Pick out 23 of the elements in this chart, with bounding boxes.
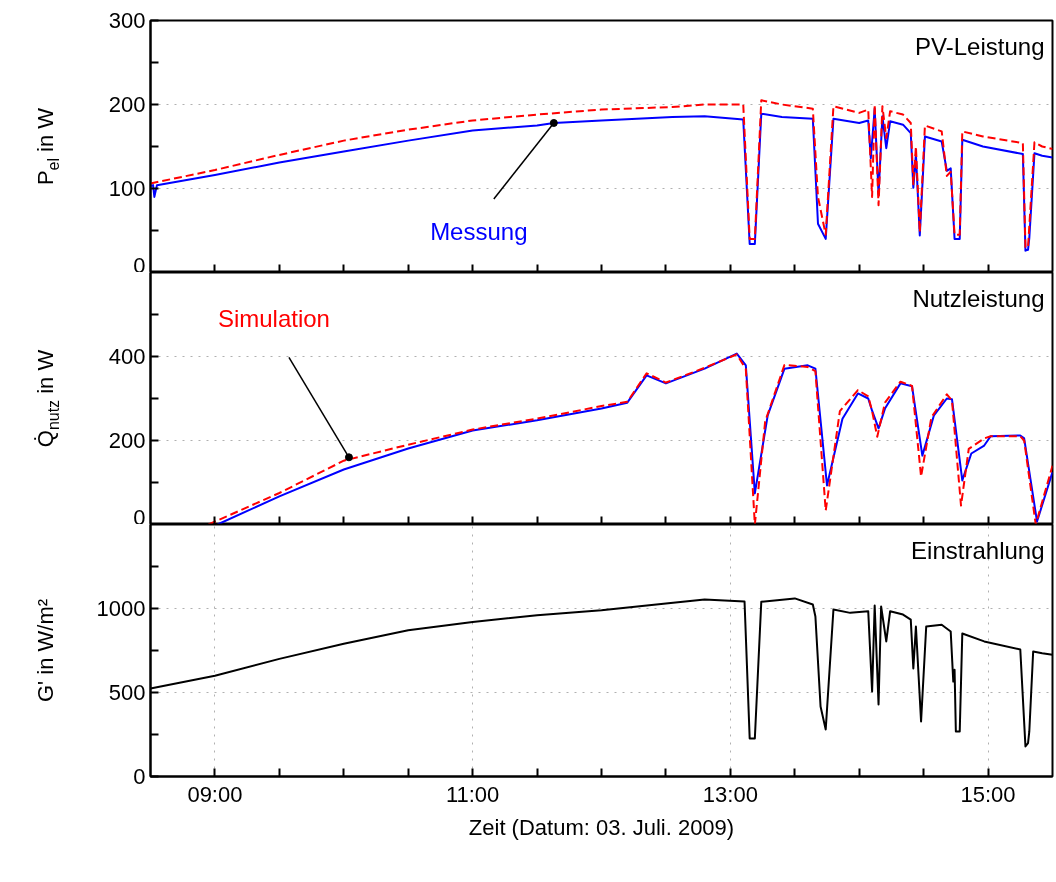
y-axis-title: Q̇nutz in W [32, 349, 62, 448]
y-tick-label: 200 [108, 428, 146, 453]
annotation: Nutzleistung [912, 284, 1045, 312]
y-tick-label: 100 [108, 176, 146, 201]
y-axis-title: G' in W/m² [32, 598, 58, 703]
annotation: Einstrahlung [911, 536, 1045, 564]
y-tick-label: 0 [133, 504, 146, 530]
y-tick-label: 500 [108, 680, 146, 705]
x-tick-label: 11:00 [445, 781, 500, 807]
y-axis-title: Pel in W [32, 107, 62, 186]
annotation: Messung [430, 217, 528, 245]
annotation: Simulation [217, 305, 330, 333]
y-tick-label: 0 [133, 764, 146, 789]
x-tick-label: 09:00 [187, 781, 243, 807]
y-tick-label: 0 [133, 252, 146, 278]
x-tick-label: 15:00 [960, 781, 1016, 807]
x-tick-label: 13:00 [702, 781, 758, 807]
y-tick-label: 400 [108, 344, 146, 369]
y-tick-label: 300 [108, 8, 146, 33]
x-axis-title: Zeit (Datum: 03. Juli. 2009) [468, 814, 735, 840]
y-tick-label: 1000 [96, 596, 146, 621]
annotation: PV-Leistung [915, 32, 1045, 60]
y-tick-label: 200 [108, 92, 146, 117]
